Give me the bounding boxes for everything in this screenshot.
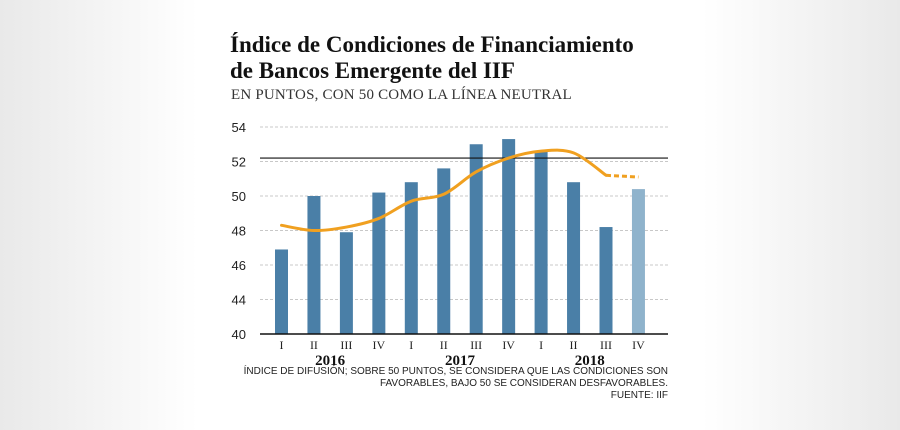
- bar: [307, 196, 321, 334]
- y-tick-label: 52: [232, 155, 246, 170]
- trend-line-projection: [605, 173, 639, 179]
- x-tick-label: IV: [373, 338, 386, 352]
- bar: [404, 182, 418, 334]
- y-tick-label: 48: [232, 224, 246, 239]
- footnote-line-1: ÍNDICE DE DIFUSIÓN; SOBRE 50 PUNTOS, SE …: [243, 366, 668, 377]
- chart-title-line-2: de Bancos Emergente del IIF: [230, 58, 515, 83]
- bar: [469, 144, 483, 334]
- bar: [372, 192, 386, 334]
- bar: [567, 182, 581, 334]
- chart-title-line-1: Índice de Condiciones de Financiamiento: [230, 32, 634, 57]
- source-note: FUENTE: IIF: [610, 390, 668, 401]
- y-tick-label: 44: [232, 293, 246, 308]
- y-tick-label: 46: [232, 258, 246, 273]
- year-label: 2017: [445, 353, 476, 369]
- x-tick-label: II: [570, 338, 578, 352]
- year-label: 2016: [315, 353, 346, 369]
- y-tick-label: 54: [232, 120, 246, 135]
- bar: [631, 189, 645, 334]
- footnote: ÍNDICE DE DIFUSIÓN; SOBRE 50 PUNTOS, SE …: [230, 366, 668, 402]
- x-tick-label: III: [340, 338, 352, 352]
- y-tick-label: 40: [232, 327, 246, 342]
- x-tick-label: III: [600, 338, 612, 352]
- trend-line: [280, 148, 608, 233]
- x-tick-label: IV: [502, 338, 515, 352]
- x-tick-label: I: [539, 338, 543, 352]
- x-tick-label: I: [280, 338, 284, 352]
- x-tick-label: I: [409, 338, 413, 352]
- x-tick-label: II: [310, 338, 318, 352]
- bar: [339, 232, 353, 334]
- bar: [534, 151, 548, 334]
- x-tick-label: IV: [632, 338, 645, 352]
- chart-title: Índice de Condiciones de Financiamiento …: [230, 32, 690, 84]
- bar: [502, 139, 516, 334]
- bar: [437, 168, 451, 334]
- footnote-line-2: FAVORABLES, BAJO 50 SE CONSIDERAN DESFAV…: [379, 378, 668, 389]
- bar: [275, 249, 288, 334]
- x-tick-label: III: [470, 338, 482, 352]
- year-label: 2018: [575, 353, 605, 369]
- chart-subtitle: EN PUNTOS, CON 50 COMO LA LÍNEA NEUTRAL: [231, 87, 572, 103]
- bar: [599, 227, 613, 334]
- x-tick-label: II: [440, 338, 448, 352]
- y-tick-label: 50: [232, 189, 246, 204]
